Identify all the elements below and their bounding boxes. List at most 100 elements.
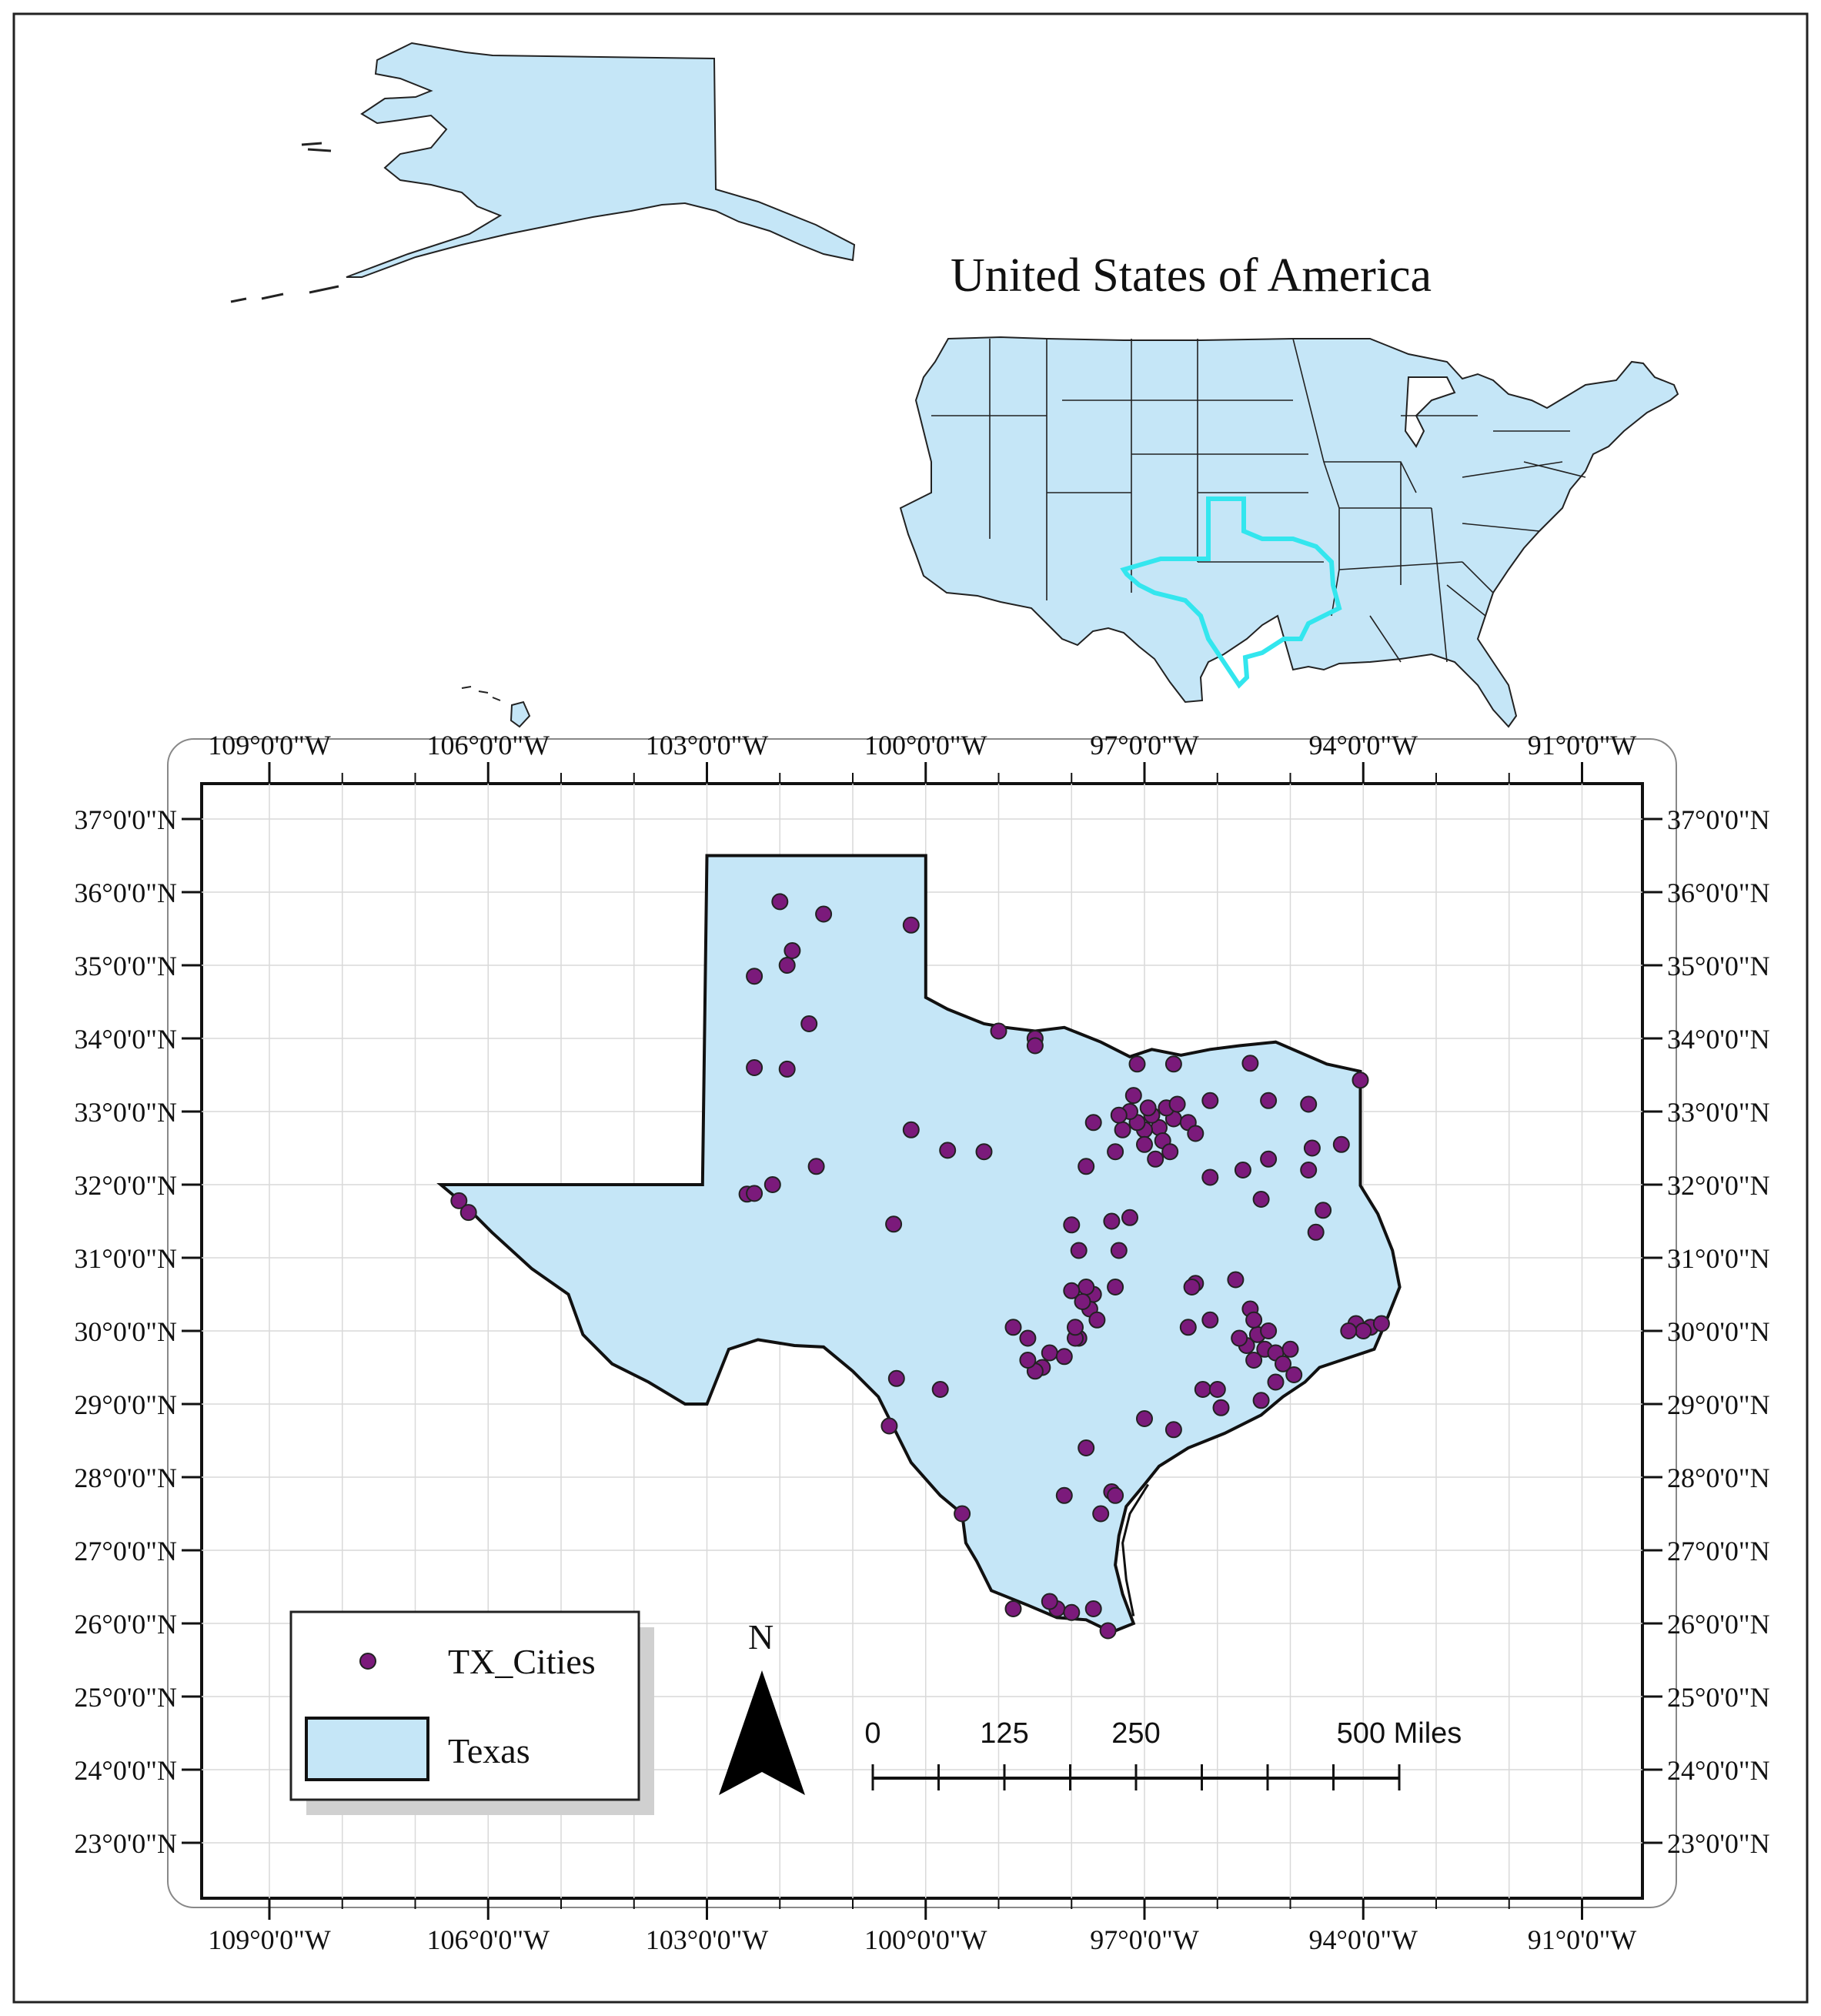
city-point xyxy=(1187,1125,1205,1142)
city-point xyxy=(746,1059,763,1076)
lat-label-right: 32°0'0"N xyxy=(1667,1170,1770,1201)
city-point xyxy=(1107,1279,1124,1296)
city-point xyxy=(1063,1603,1081,1621)
city-point xyxy=(902,916,920,934)
city-point xyxy=(1260,1092,1278,1109)
legend-city-symbol xyxy=(359,1653,376,1670)
city-point xyxy=(1147,1150,1164,1168)
city-point xyxy=(1128,1055,1146,1073)
lat-label-right: 25°0'0"N xyxy=(1667,1682,1770,1713)
north-arrow-left xyxy=(719,1670,762,1795)
city-point xyxy=(1260,1150,1278,1168)
city-point xyxy=(1372,1315,1390,1332)
city-point xyxy=(1352,1072,1369,1089)
city-point xyxy=(885,1215,903,1233)
legend-texas-label: Texas xyxy=(448,1731,530,1770)
lat-label-left: 33°0'0"N xyxy=(74,1097,177,1128)
city-point xyxy=(1179,1319,1197,1336)
legend-texas-symbol xyxy=(305,1717,429,1781)
lat-label-right: 31°0'0"N xyxy=(1667,1243,1770,1274)
city-point xyxy=(1212,1399,1230,1416)
city-point xyxy=(1208,1381,1226,1398)
city-point xyxy=(1307,1223,1325,1241)
city-point xyxy=(975,1143,993,1161)
lat-label-left: 23°0'0"N xyxy=(74,1828,177,1859)
lat-label-left: 24°0'0"N xyxy=(74,1755,177,1786)
state-boundaries xyxy=(931,338,1586,663)
city-point xyxy=(1168,1095,1186,1113)
city-point xyxy=(746,1185,763,1202)
city-point xyxy=(1078,1279,1095,1296)
city-point xyxy=(1164,1055,1182,1073)
lon-label-bottom: 106°0'0"W xyxy=(426,1924,550,1955)
lat-label-left: 31°0'0"N xyxy=(74,1243,177,1274)
lon-label-bottom: 94°0'0"W xyxy=(1308,1924,1418,1955)
lat-label-left: 27°0'0"N xyxy=(74,1536,177,1566)
city-point xyxy=(1114,1121,1131,1138)
scale-label-125: 125 xyxy=(980,1717,1028,1750)
city-point xyxy=(1078,1158,1095,1175)
scale-bar: 0 125 250 500 Miles xyxy=(864,1717,1462,1790)
lon-label-bottom: 97°0'0"W xyxy=(1090,1924,1199,1955)
city-point xyxy=(939,1142,957,1159)
city-point xyxy=(1139,1099,1157,1117)
city-point xyxy=(1201,1168,1219,1186)
city-point xyxy=(1340,1322,1358,1339)
lon-label-top: 94°0'0"W xyxy=(1308,730,1418,761)
lon-label-top: 106°0'0"W xyxy=(426,730,550,761)
city-point xyxy=(1063,1282,1081,1299)
city-point xyxy=(1315,1202,1332,1219)
usa-title: United States of America xyxy=(951,249,1432,302)
city-point xyxy=(1300,1162,1318,1179)
lon-label-top: 97°0'0"W xyxy=(1090,730,1199,761)
lat-label-right: 30°0'0"N xyxy=(1667,1316,1770,1347)
alaska-islands xyxy=(230,142,339,303)
city-point xyxy=(1164,1421,1182,1439)
city-point xyxy=(1055,1348,1073,1366)
city-point xyxy=(815,905,833,923)
city-point xyxy=(1124,1087,1142,1105)
conus-shape xyxy=(899,336,1679,728)
city-point xyxy=(1110,1242,1128,1259)
city-point xyxy=(1084,1600,1102,1617)
city-point xyxy=(880,1417,898,1435)
city-point xyxy=(1183,1279,1201,1296)
lat-label-left: 28°0'0"N xyxy=(74,1463,177,1493)
usa-inset: United States of America xyxy=(230,42,1679,728)
scale-label-500: 500 Miles xyxy=(1337,1717,1462,1750)
city-point xyxy=(1267,1373,1285,1391)
lon-label-top: 91°0'0"W xyxy=(1528,730,1637,761)
city-point xyxy=(1004,1600,1022,1617)
lat-label-right: 27°0'0"N xyxy=(1667,1536,1770,1566)
city-point xyxy=(1300,1095,1318,1113)
lat-label-right: 24°0'0"N xyxy=(1667,1755,1770,1786)
city-point xyxy=(1110,1106,1128,1124)
city-point xyxy=(1107,1486,1124,1504)
city-point xyxy=(1107,1143,1124,1161)
city-point xyxy=(1245,1311,1263,1329)
city-point xyxy=(1303,1139,1321,1157)
city-point xyxy=(1136,1135,1153,1153)
padre-island-line xyxy=(1121,1483,1149,1616)
city-point xyxy=(1252,1191,1270,1208)
alaska-shape xyxy=(346,42,856,278)
lat-label-right: 36°0'0"N xyxy=(1667,878,1770,908)
city-point xyxy=(1103,1212,1121,1230)
city-point xyxy=(1092,1505,1110,1523)
map-outer-frame xyxy=(167,738,1677,1908)
legend: TX_Cities Texas xyxy=(289,1610,654,1815)
city-point xyxy=(1260,1322,1278,1339)
city-point xyxy=(800,1015,818,1032)
city-point xyxy=(1201,1092,1219,1109)
city-point xyxy=(1088,1311,1106,1329)
city-point xyxy=(1121,1209,1138,1226)
city-point xyxy=(1161,1143,1179,1161)
city-point xyxy=(954,1505,971,1523)
city-point xyxy=(1078,1439,1095,1456)
scale-label-250: 250 xyxy=(1111,1717,1160,1750)
north-label: N xyxy=(748,1617,774,1657)
lat-label-left: 25°0'0"N xyxy=(74,1682,177,1713)
texas-layer xyxy=(436,854,1402,1634)
lat-label-right: 29°0'0"N xyxy=(1667,1389,1770,1420)
